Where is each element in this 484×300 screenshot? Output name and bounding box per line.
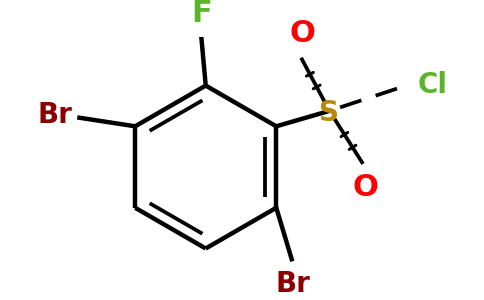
Text: S: S (319, 99, 339, 128)
Text: F: F (191, 0, 212, 28)
Text: Cl: Cl (418, 71, 448, 99)
Text: Br: Br (38, 101, 73, 129)
Text: O: O (352, 172, 378, 202)
Text: Br: Br (276, 269, 311, 298)
Text: O: O (289, 19, 315, 48)
